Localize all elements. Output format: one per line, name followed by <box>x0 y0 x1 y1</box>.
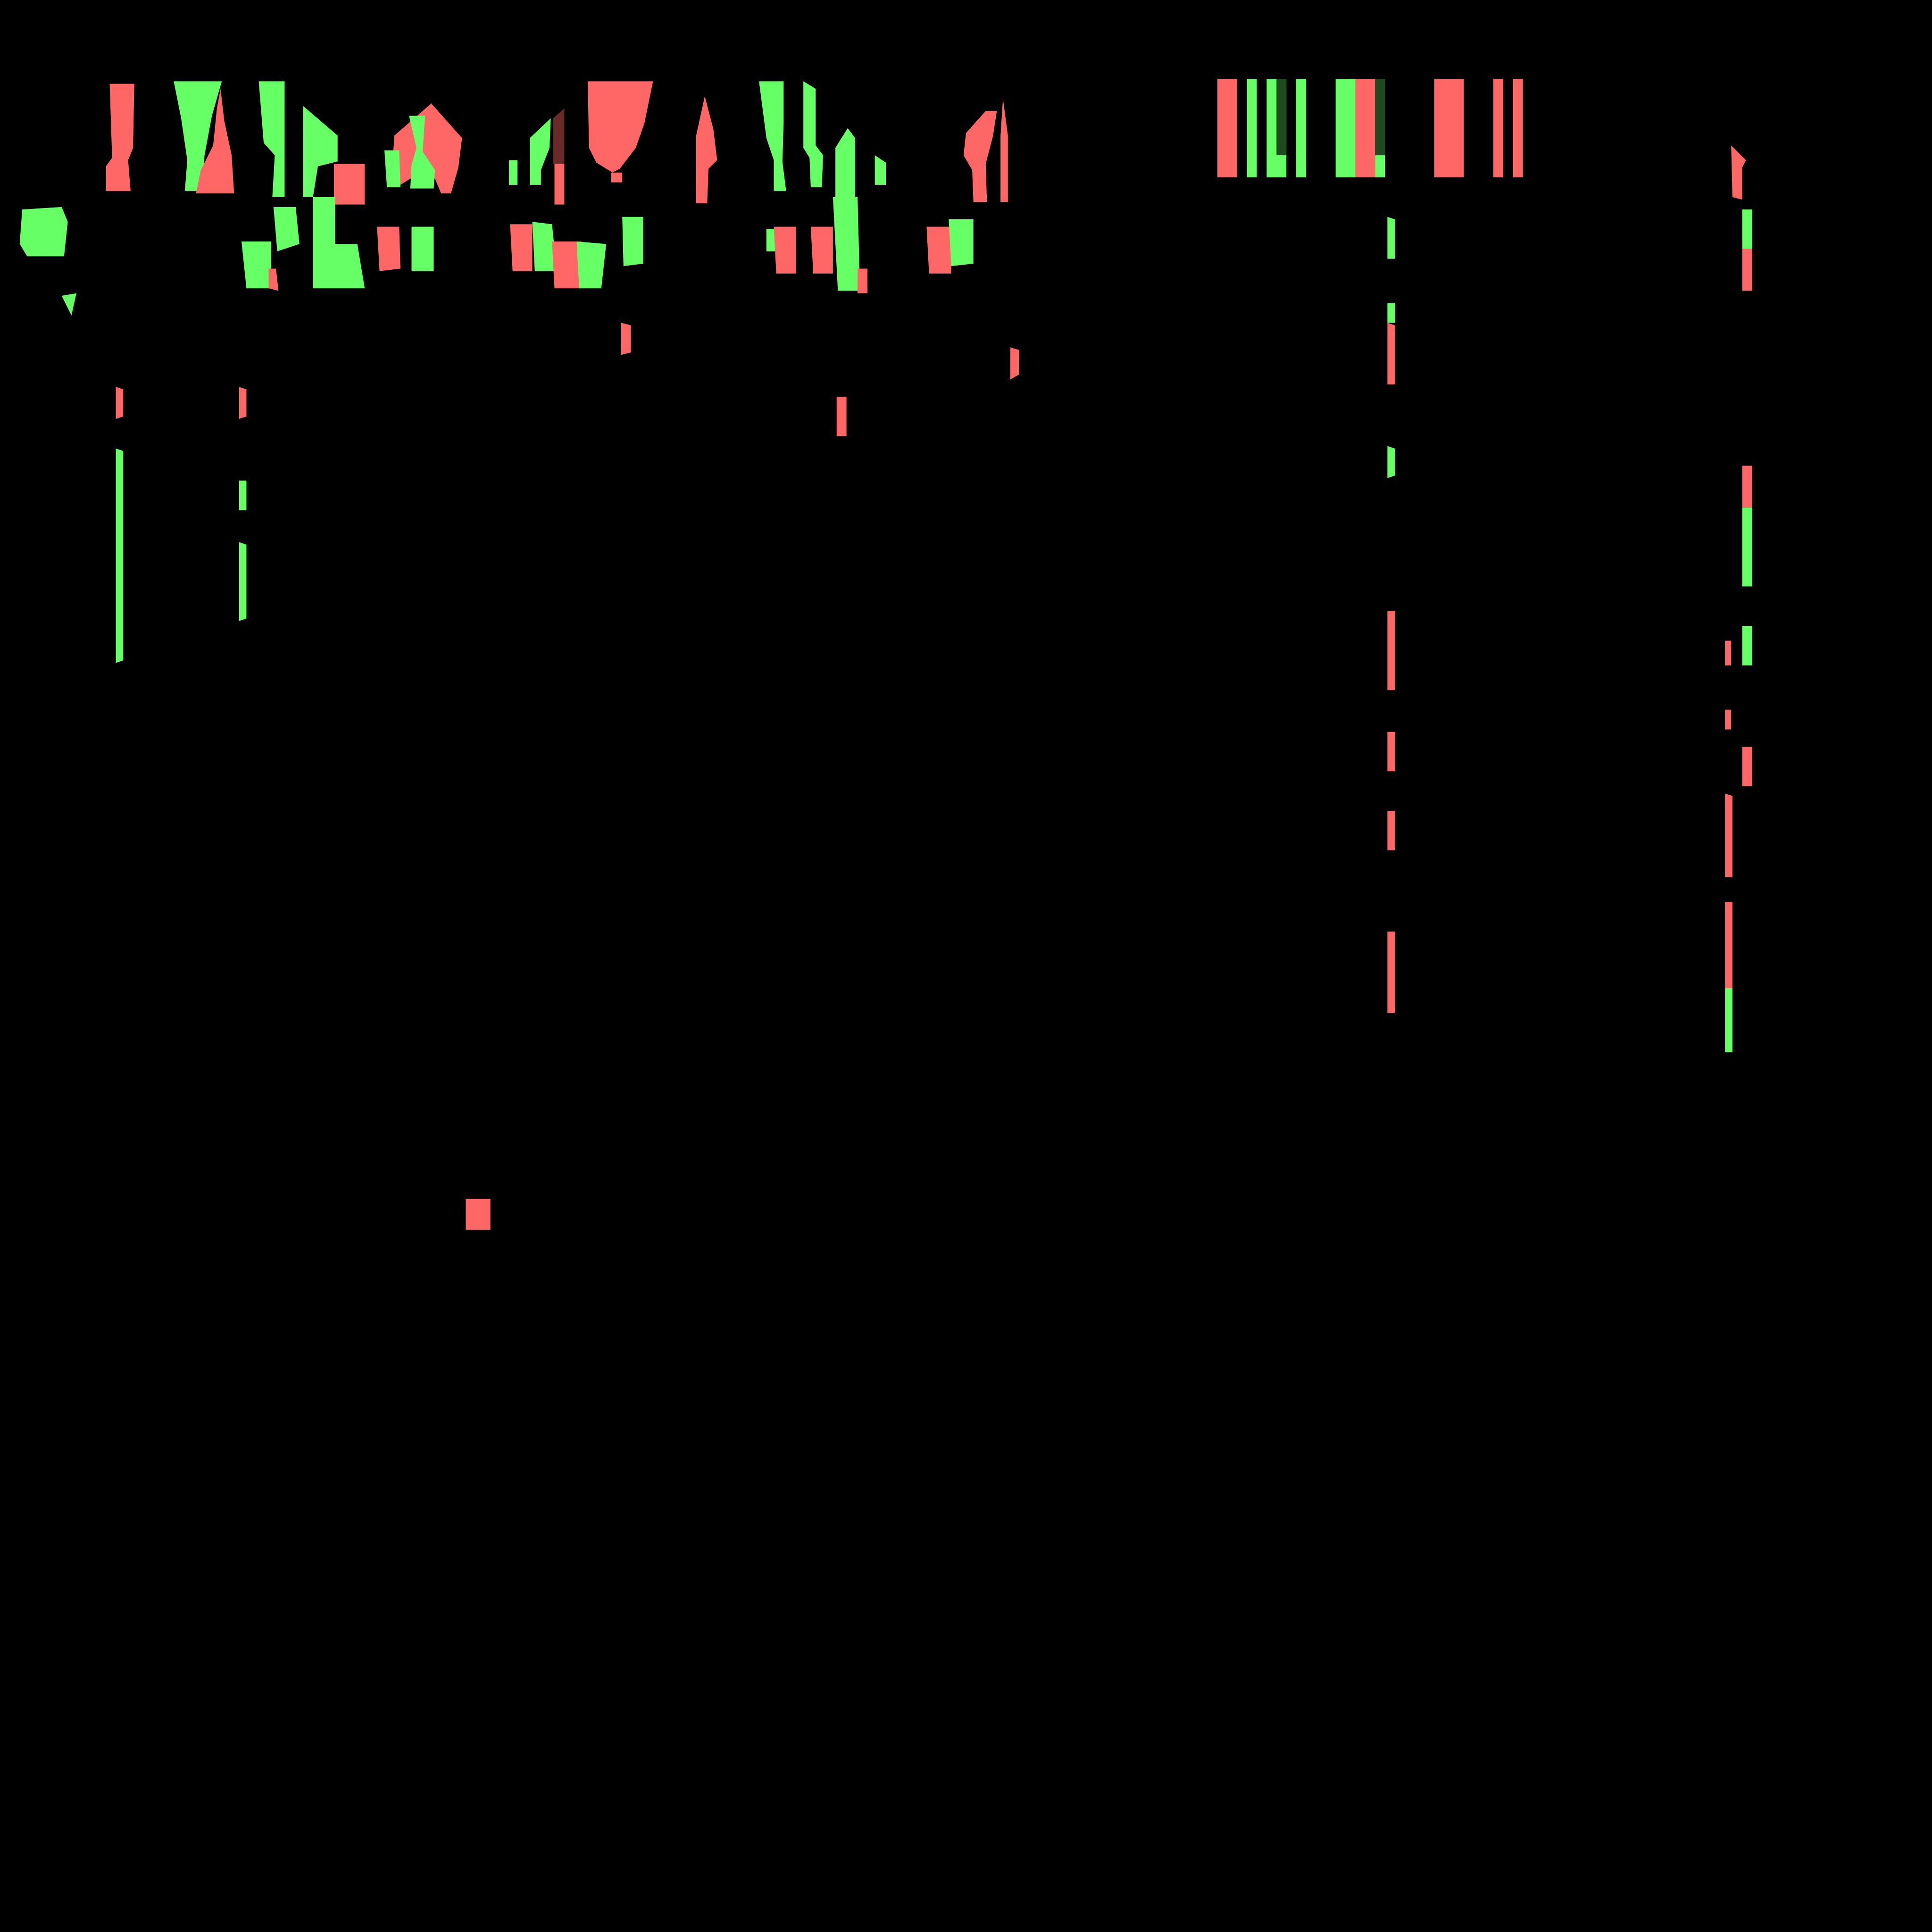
red-marker-8 <box>1387 732 1395 772</box>
green-marker-5 <box>1387 303 1395 323</box>
red-marker-9 <box>1387 810 1395 850</box>
green-bar-5 <box>1375 155 1385 178</box>
red-marker-15 <box>1725 709 1732 730</box>
green-shape-10 <box>835 128 855 197</box>
vertical-markers-right <box>1387 145 1752 1052</box>
red-marker-16 <box>1742 747 1752 786</box>
red-marker-14 <box>1725 641 1732 666</box>
green-bar-3 <box>1296 79 1306 178</box>
vertical-markers-left-center <box>116 323 1019 1230</box>
red-block-5 <box>810 226 833 274</box>
green-marker-3 <box>239 542 247 621</box>
dim-green-bar-2 <box>1375 79 1385 156</box>
red-shape-7 <box>611 172 623 183</box>
red-marker-4 <box>1010 347 1019 380</box>
green-shape-8 <box>759 81 786 191</box>
red-shape-10 <box>1000 98 1008 202</box>
green-shape-11 <box>874 155 886 185</box>
green-block-11 <box>949 219 974 266</box>
red-bar-2 <box>1355 79 1375 178</box>
red-shape-1 <box>106 83 134 191</box>
red-block-3 <box>552 242 582 289</box>
red-bar-4 <box>1493 79 1503 178</box>
green-bar-1 <box>1247 79 1257 178</box>
green-bar-4 <box>1335 79 1356 178</box>
top-glyph-band <box>106 81 1008 205</box>
green-marker-7 <box>1742 209 1752 249</box>
green-shape-1 <box>174 81 222 191</box>
red-block-2 <box>510 224 533 271</box>
red-marker-2 <box>239 387 247 419</box>
red-bar-5 <box>1513 79 1523 178</box>
green-shape-5 <box>384 150 400 188</box>
green-shape-4 <box>409 116 435 189</box>
green-marker-9 <box>1742 626 1752 666</box>
red-shape-9 <box>963 111 997 202</box>
red-block-1 <box>377 226 400 271</box>
red-marker-11 <box>1731 145 1746 200</box>
green-block-1 <box>19 207 68 257</box>
red-marker-13 <box>1742 466 1752 508</box>
red-shape-2 <box>196 89 234 194</box>
red-block-6 <box>926 226 951 274</box>
dim-green-bar-1 <box>1276 79 1287 156</box>
red-marker-3 <box>621 323 631 355</box>
red-marker-12 <box>1742 249 1752 291</box>
green-block-4 <box>313 197 365 289</box>
green-block-8 <box>622 217 643 266</box>
green-shape-2 <box>258 81 285 197</box>
top-right-bar-band <box>1217 79 1523 178</box>
green-block-2 <box>242 242 271 289</box>
red-shape-6 <box>588 81 653 173</box>
red-shape-3 <box>333 164 365 205</box>
red-marker-17 <box>1725 793 1732 877</box>
green-marker-10 <box>1725 988 1732 1052</box>
green-marker-2 <box>239 480 247 510</box>
red-shape-4 <box>391 103 462 194</box>
red-shape-11 <box>268 268 279 291</box>
green-block-7 <box>576 242 607 289</box>
green-block-9 <box>766 229 776 251</box>
green-block-3 <box>273 207 300 251</box>
dim-red-shape-1 <box>553 108 565 164</box>
green-marker-1 <box>116 448 124 663</box>
red-marker-10 <box>1387 931 1395 1013</box>
red-square-1 <box>466 1199 491 1230</box>
red-shape-12 <box>858 268 868 293</box>
green-block-5 <box>411 226 434 271</box>
green-shape-9 <box>803 81 823 188</box>
red-shape-5 <box>554 164 565 205</box>
green-shape-6 <box>508 160 518 185</box>
green-marker-4 <box>1387 217 1395 259</box>
green-block-10 <box>833 197 860 291</box>
red-marker-18 <box>1725 902 1732 989</box>
green-marker-8 <box>1742 508 1752 587</box>
green-marker-6 <box>1387 446 1395 478</box>
green-shape-3 <box>303 106 338 197</box>
red-bar-3 <box>1434 79 1464 178</box>
red-marker-1 <box>116 387 124 419</box>
red-block-4 <box>774 226 796 274</box>
row-blocks <box>19 197 974 316</box>
red-marker-5 <box>836 397 847 436</box>
red-marker-6 <box>1387 323 1395 385</box>
red-bar-1 <box>1217 79 1237 178</box>
green-block-6 <box>532 222 557 271</box>
red-marker-7 <box>1387 611 1395 690</box>
red-shape-8 <box>696 96 717 204</box>
green-shape-7 <box>530 118 551 185</box>
